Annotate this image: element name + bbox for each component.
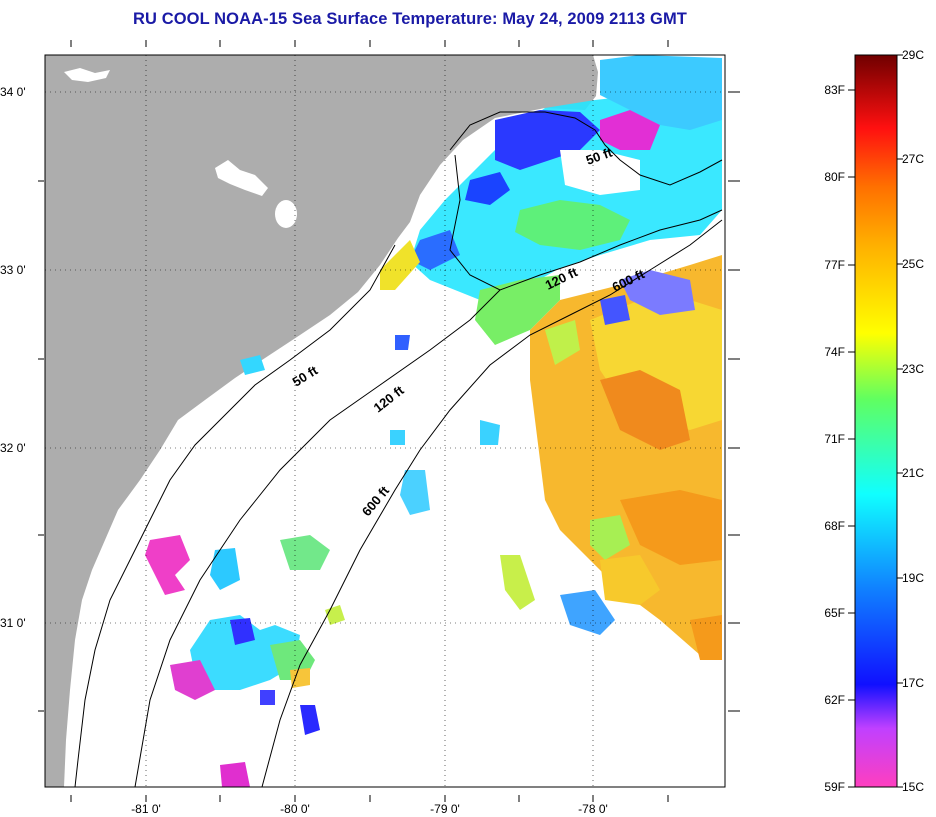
colorbar-f-83: 83F (824, 83, 845, 97)
colorbar-f-65: 65F (824, 606, 845, 620)
colorbar-c-21: 21C (902, 466, 924, 480)
map-title: RU COOL NOAA-15 Sea Surface Temperature:… (133, 10, 687, 28)
colorbar-f-71: 71F (824, 432, 845, 446)
colorbar-f-68: 68F (824, 519, 845, 533)
map-frame (44, 54, 726, 788)
contour-50ft-line (449, 111, 723, 186)
contour-120ft-line (134, 154, 723, 787)
bathymetry-contours (74, 111, 723, 787)
colorbar-gradient (855, 55, 897, 787)
map-grid (45, 55, 725, 787)
contour-50ft-south (74, 244, 396, 787)
colorbar-c-23: 23C (902, 362, 924, 376)
colorbar-c-17: 17C (902, 676, 924, 690)
colorbar-frame (854, 54, 898, 788)
colorbar-c-15: 15C (902, 780, 924, 794)
lat-label-31: 31 0' (0, 616, 26, 630)
colorbar-c-29: 29C (902, 48, 924, 62)
lat-label-34: 34 0' (0, 85, 26, 99)
colorbar-c-25: 25C (902, 257, 924, 271)
colorbar-f-62: 62F (824, 693, 845, 707)
lon-label-78: -78 0' (578, 802, 608, 816)
lat-label-33: 33 0' (0, 263, 26, 277)
lon-label-80: -80 0' (280, 802, 310, 816)
lon-label-81: -81 0' (131, 802, 161, 816)
inland-water (64, 68, 404, 352)
colorbar: 83F 80F 77F 74F 71F 68F 65F 62F 59F 29C … (824, 48, 924, 794)
colorbar-f-80: 80F (824, 170, 845, 184)
map-ticks (38, 40, 740, 802)
colorbar-f-74: 74F (824, 345, 845, 359)
map-area: 50 ft 120 ft 600 ft 50 ft 120 ft 600 ft (45, 55, 725, 787)
colorbar-c-27: 27C (902, 152, 924, 166)
colorbar-f-59: 59F (824, 780, 845, 794)
sst-data-layer (145, 55, 722, 787)
land-mass (45, 55, 598, 787)
colorbar-c-19: 19C (902, 571, 924, 585)
colorbar-f-77: 77F (824, 258, 845, 272)
lat-label-32: 32 0' (0, 441, 26, 455)
lon-label-79: -79 0' (430, 802, 460, 816)
contour-600ft-line (261, 219, 723, 787)
